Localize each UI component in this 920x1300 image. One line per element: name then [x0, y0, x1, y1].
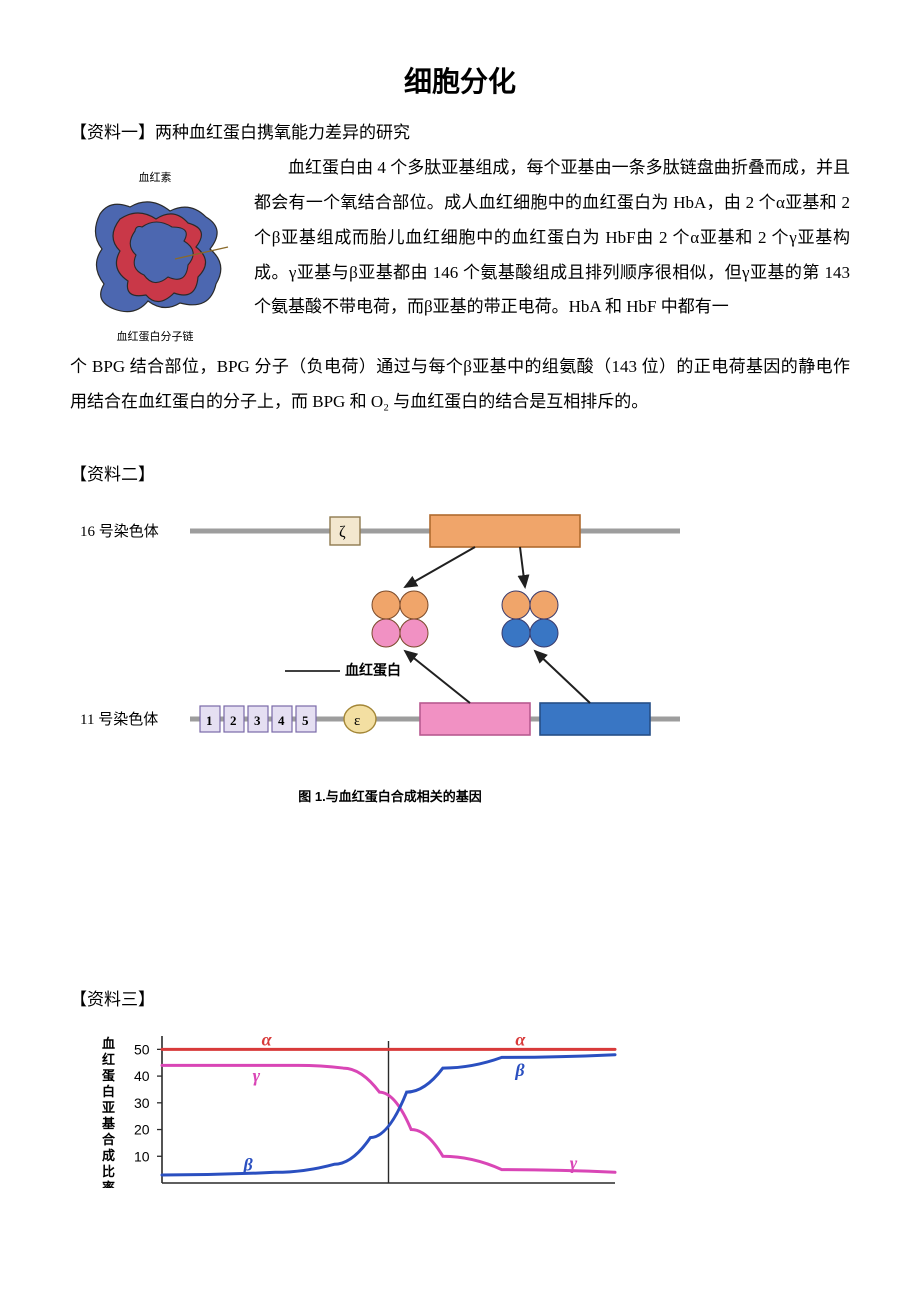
image-caption-top: 血红素 — [139, 169, 172, 185]
line-chart-svg: 血红蛋白亚基合成比率1020304050ααγγββ — [90, 1028, 630, 1188]
hemoglobin-illustration — [80, 189, 230, 324]
svg-text:合: 合 — [102, 1132, 116, 1147]
material1-text-2: 个 BPG 结合部位，BPG 分子（负电荷）通过与每个β亚基中的组氨酸（143 … — [70, 350, 850, 420]
image-caption-bottom: 血红蛋白分子链 — [117, 328, 194, 344]
svg-text:白: 白 — [102, 1084, 115, 1099]
svg-text:1: 1 — [206, 713, 213, 728]
svg-text:γ: γ — [253, 1065, 261, 1085]
svg-text:10: 10 — [134, 1148, 150, 1164]
material1-text-1: 血红蛋白由 4 个多肽亚基组成，每个亚基由一条多肽链盘曲折叠而成，并且都会有一个… — [254, 151, 850, 325]
gene-diagram: 16 号染色体 ζ 血红蛋白 11 号染色体 1 2 3 4 5 ε 图 1.与血红蛋白合成相关的… — [70, 497, 850, 805]
svg-text:血红蛋白: 血红蛋白 — [345, 662, 401, 679]
hemoglobin-image-box: 血红素 血红蛋白分子链 — [70, 151, 240, 344]
svg-text:2: 2 — [230, 713, 237, 728]
material1-heading: 【资料一】两种血红蛋白携氧能力差异的研究 — [70, 118, 850, 143]
svg-text:亚: 亚 — [102, 1100, 115, 1115]
svg-text:蛋: 蛋 — [102, 1068, 115, 1083]
svg-text:50: 50 — [134, 1041, 150, 1057]
svg-text:4: 4 — [278, 713, 285, 728]
svg-text:γ: γ — [570, 1153, 578, 1173]
svg-text:ζ: ζ — [339, 524, 346, 541]
svg-text:血: 血 — [102, 1036, 115, 1051]
svg-text:成: 成 — [102, 1148, 115, 1163]
svg-text:α: α — [515, 1029, 526, 1049]
svg-text:比: 比 — [102, 1164, 115, 1179]
material2-heading: 【资料二】 — [70, 460, 850, 485]
material1-body: 血红素 血红蛋白分子链 血红蛋白由 4 个多肽亚基组成，每个亚基由一条多肽链盘曲… — [70, 151, 850, 344]
gene-diagram-svg: 16 号染色体 ζ 血红蛋白 11 号染色体 1 2 3 4 5 ε — [80, 497, 700, 777]
material1-para-right: 血红蛋白由 4 个多肽亚基组成，每个亚基由一条多肽链盘曲折叠而成，并且都会有一个… — [254, 151, 850, 344]
svg-text:30: 30 — [134, 1095, 150, 1111]
svg-text:α: α — [262, 1029, 273, 1049]
svg-text:40: 40 — [134, 1068, 150, 1084]
subunit-chart: 血红蛋白亚基合成比率1020304050ααγγββ — [70, 1028, 850, 1193]
page-title: 细胞分化 — [70, 60, 850, 100]
svg-text:红: 红 — [102, 1052, 115, 1067]
svg-text:β: β — [514, 1060, 525, 1080]
svg-text:基: 基 — [101, 1116, 116, 1131]
svg-text:3: 3 — [254, 713, 261, 728]
svg-text:率: 率 — [102, 1180, 115, 1188]
svg-text:11 号染色体: 11 号染色体 — [80, 711, 158, 728]
svg-text:ε: ε — [354, 713, 360, 729]
figure1-caption: 图 1.与血红蛋白合成相关的基因 — [80, 786, 700, 805]
svg-text:20: 20 — [134, 1121, 150, 1137]
material3-heading: 【资料三】 — [70, 985, 850, 1010]
svg-text:16 号染色体: 16 号染色体 — [80, 523, 159, 540]
svg-text:5: 5 — [302, 713, 309, 728]
svg-text:β: β — [243, 1154, 254, 1174]
